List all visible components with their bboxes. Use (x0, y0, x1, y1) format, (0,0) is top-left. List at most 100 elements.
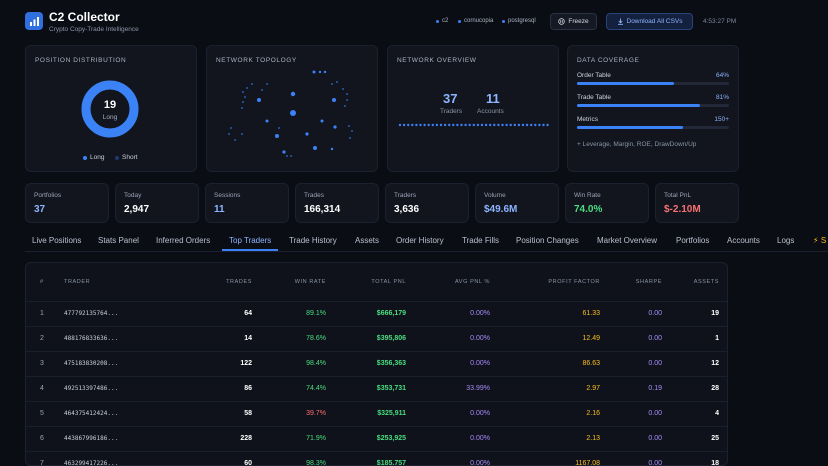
trader-node-dot (489, 123, 492, 127)
chart-icon (29, 16, 39, 26)
position-donut-chart (81, 80, 139, 138)
status-dot-icon (458, 19, 461, 23)
active-tab-indicator (222, 249, 278, 251)
table-row[interactable]: 7 463299417226... 60 98.3% $185,757 0.00% 1167… (26, 450, 727, 465)
kpi-trades: Trades 166,314 (295, 183, 379, 223)
trades-cell: 228 (174, 425, 252, 451)
total-pnl-cell: $253,925 (326, 425, 406, 451)
tabs-divider (25, 251, 828, 252)
trader-id-cell: 464375412424... (64, 400, 174, 426)
col-trades[interactable]: TRADES (226, 278, 252, 285)
avg-pnl-cell: 0.00% (406, 425, 490, 451)
trader-node-dot (398, 123, 402, 127)
win-rate-cell: 89.1% (252, 300, 326, 326)
trader-node-dot (472, 123, 475, 127)
coverage-value-trade-table: 81% (715, 94, 729, 101)
tab-top-traders[interactable]: Top Traders (229, 236, 272, 245)
col-assets[interactable]: ASSETS (693, 278, 719, 285)
trades-cell: 122 (174, 350, 252, 376)
assets-cell: 18 (662, 450, 727, 465)
col-total-pnl[interactable]: TOTAL PNL (371, 278, 406, 285)
kpi-total-pnl: Total PnL $-2.10M (655, 183, 739, 223)
coverage-bar-order-table (577, 82, 729, 85)
trader-node-dot (431, 123, 434, 127)
donut-center-value: 19 (103, 99, 117, 111)
trader-node-dot (460, 123, 463, 127)
trades-cell: 86 (174, 375, 252, 401)
table-row[interactable]: 2 488176833636... 14 78.6% $395,806 0.00% 12.4… (26, 325, 727, 351)
freeze-icon (558, 18, 566, 25)
tab-trade-history[interactable]: Trade History (289, 236, 337, 245)
kpi-win-rate: Win Rate 74.0% (565, 183, 649, 223)
coverage-value-order-table: 64% (715, 72, 729, 79)
assets-cell: 25 (662, 425, 727, 451)
tab-market-overview[interactable]: Market Overview (597, 236, 658, 245)
panel-title: NETWORK TOPOLOGY (216, 57, 297, 64)
tab-assets[interactable]: Assets (355, 236, 380, 245)
total-pnl-cell: $185,757 (326, 450, 406, 465)
trader-node-dot (456, 123, 459, 127)
profit-factor-cell: 2.16 (490, 400, 600, 426)
coverage-bar-trade-table (577, 104, 729, 107)
sharpe-cell: 0.00 (600, 425, 662, 451)
data-coverage-panel: DATA COVERAGE Order Table 64% Trade Tabl… (567, 45, 739, 172)
trader-id-cell: 477792135764... (64, 300, 174, 326)
col-rank[interactable]: # (40, 278, 44, 285)
legend-long: Long (83, 154, 104, 161)
tab-logs[interactable]: Logs (777, 236, 795, 245)
table-row[interactable]: 6 443867996186... 228 71.9% $253,925 0.00% 2.1… (26, 425, 727, 451)
total-pnl-cell: $356,363 (326, 350, 406, 376)
trader-node-dot (423, 123, 426, 127)
trader-node-dot (521, 123, 525, 127)
donut-long-arc (81, 80, 139, 138)
col-win-rate[interactable]: WIN RATE (294, 278, 326, 285)
trader-node-dot (464, 123, 467, 127)
col-sharpe[interactable]: SHARPE (635, 278, 662, 285)
tab-overflow[interactable]: ⚡ S (813, 236, 827, 245)
tab-inferred-orders[interactable]: Inferred Orders (156, 236, 211, 245)
trader-node-dot (452, 123, 455, 127)
avg-pnl-cell: 0.00% (406, 400, 490, 426)
trades-cell: 64 (174, 300, 252, 326)
kpi-today: Today 2,947 (115, 183, 199, 223)
profit-factor-cell: 12.49 (490, 325, 600, 351)
sharpe-cell: 0.00 (600, 325, 662, 351)
col-trader[interactable]: TRADER (64, 278, 91, 285)
trader-id-cell: 492513397486... (64, 375, 174, 401)
trader-node-dot (402, 123, 406, 127)
rank-cell: 7 (26, 450, 64, 465)
tab-position-changes[interactable]: Position Changes (516, 236, 579, 245)
download-all-csvs-button[interactable]: Download All CSVs (606, 13, 693, 30)
trader-node-dot (538, 123, 541, 127)
tab-order-history[interactable]: Order History (396, 236, 444, 245)
table-row[interactable]: 4 492513397486... 86 74.4% $353,731 33.99% 2.9… (26, 375, 727, 401)
tab-portfolios[interactable]: Portfolios (676, 236, 710, 245)
coverage-label-trade-table: Trade Table (577, 94, 611, 101)
app-title: C2 Collector (49, 10, 120, 24)
tab-trade-fills[interactable]: Trade Fills (462, 236, 500, 245)
win-rate-cell: 98.4% (252, 350, 326, 376)
tab-stats-panel[interactable]: Stats Panel (98, 236, 139, 245)
legend-swatch (83, 155, 87, 160)
freeze-button[interactable]: Freeze (550, 13, 597, 30)
status-dot-icon (436, 19, 439, 23)
assets-cell: 19 (662, 300, 727, 326)
trader-node-dot (484, 123, 488, 127)
tab-accounts[interactable]: Accounts (727, 236, 760, 245)
tab-live-positions[interactable]: Live Positions (32, 236, 82, 245)
trader-node-dot (530, 123, 533, 127)
top-traders-table: # TRADER TRADES WIN RATE TOTAL PNL AVG P… (25, 262, 728, 466)
col-profit-factor[interactable]: PROFIT FACTOR (548, 278, 600, 285)
col-avg-pnl[interactable]: AVG PNL % (454, 278, 490, 285)
trader-id-cell: 475183830208... (64, 350, 174, 376)
avg-pnl-cell: 0.00% (406, 350, 490, 376)
trader-id-cell: 488176833636... (64, 325, 174, 351)
trader-node-dot (542, 123, 545, 127)
profit-factor-cell: 86.63 (490, 350, 600, 376)
coverage-footnote: + Leverage, Margin, ROE, DrawDown/Up (577, 141, 697, 148)
kpi-traders: Traders 3,636 (385, 183, 469, 223)
table-row[interactable]: 1 477792135764... 64 89.1% $666,179 0.00% 61.3… (26, 300, 727, 326)
table-row[interactable]: 5 464375412424... 58 39.7% $325,911 0.00% 2.16… (26, 400, 727, 426)
win-rate-cell: 39.7% (252, 400, 326, 426)
table-row[interactable]: 3 475183830208... 122 98.4% $356,363 0.00% 86.… (26, 350, 727, 376)
